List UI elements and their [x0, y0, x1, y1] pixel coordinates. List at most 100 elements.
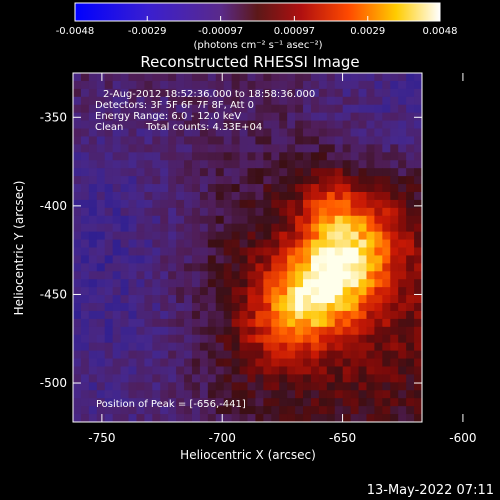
heatmap-cell: [406, 271, 415, 280]
heatmap-cell: [263, 318, 272, 328]
heatmap-cell: [199, 160, 209, 169]
heatmap-cell: [120, 160, 130, 169]
heatmap-cell: [184, 318, 193, 328]
heatmap-cell: [80, 112, 90, 122]
y-axis-label: Heliocentric Y (arcsec): [12, 181, 26, 316]
heatmap-cell: [223, 382, 233, 391]
heatmap-cell: [310, 80, 320, 90]
heatmap-cell: [414, 191, 422, 201]
heatmap-cell: [318, 398, 328, 407]
colorbar: [74, 2, 441, 22]
heatmap-cell: [366, 215, 376, 225]
heatmap-cell: [136, 168, 145, 177]
heatmap-cell: [342, 199, 352, 209]
heatmap-cell: [152, 120, 161, 130]
heatmap-cell: [279, 287, 288, 296]
heatmap-cell: [88, 160, 98, 169]
heatmap-cell: [382, 73, 391, 82]
heatmap-cell: [342, 374, 352, 383]
heatmap-cell: [184, 176, 193, 185]
heatmap-cell: [96, 271, 106, 280]
heatmap-cell: [390, 295, 399, 304]
heatmap-cell: [295, 96, 304, 106]
heatmap-cell: [199, 350, 209, 360]
heatmap-cell: [247, 334, 257, 344]
heatmap-cell: [144, 215, 153, 225]
heatmap-cell: [334, 390, 344, 399]
heatmap-cell: [382, 231, 391, 241]
heatmap-cell: [128, 326, 138, 336]
heatmap-cell: [263, 295, 272, 304]
heatmap-cell: [342, 152, 352, 161]
heatmap-cell: [215, 342, 225, 352]
heatmap-cell: [73, 104, 82, 114]
heatmap-cell: [152, 199, 161, 209]
heatmap-cell: [358, 104, 368, 114]
heatmap-cell: [152, 398, 161, 407]
heatmap-cell: [231, 112, 241, 122]
heatmap-cell: [382, 104, 391, 114]
heatmap-cell: [398, 152, 407, 161]
heatmap-cell: [358, 231, 368, 241]
heatmap-cell: [73, 128, 82, 138]
heatmap-cell: [215, 358, 225, 368]
heatmap-cell: [96, 152, 106, 161]
heatmap-cell: [120, 374, 130, 383]
heatmap-cell: [326, 215, 336, 225]
heatmap-cell: [160, 88, 169, 98]
heatmap-cell: [287, 358, 296, 368]
heatmap-cell: [303, 112, 312, 122]
heatmap-cell: [263, 310, 272, 320]
heatmap-cell: [168, 223, 177, 233]
heatmap-cell: [310, 136, 320, 145]
heatmap-cell: [80, 168, 90, 177]
heatmap-cell: [176, 231, 185, 241]
heatmap-cell: [231, 215, 241, 225]
heatmap-cell: [271, 136, 280, 145]
heatmap-cell: [382, 390, 391, 399]
heatmap-cell: [334, 207, 344, 217]
heatmap-cell: [184, 310, 193, 320]
heatmap-cell: [88, 176, 98, 185]
heatmap-cell: [152, 88, 161, 98]
heatmap-cell: [199, 207, 209, 217]
heatmap-cell: [112, 255, 122, 264]
heatmap-cell: [96, 303, 106, 312]
heatmap-cell: [374, 88, 383, 98]
heatmap-cell: [303, 191, 312, 201]
heatmap-cell: [120, 358, 130, 368]
heatmap-cell: [398, 271, 407, 280]
heatmap-cell: [191, 80, 201, 90]
heatmap-cell: [318, 390, 328, 399]
heatmap-cell: [231, 73, 241, 82]
heatmap-cell: [215, 136, 225, 145]
heatmap-cell: [199, 390, 209, 399]
heatmap-cell: [88, 128, 98, 138]
heatmap-cell: [207, 263, 217, 272]
heatmap-cell: [358, 398, 368, 407]
heatmap-cell: [406, 207, 415, 217]
heatmap-cell: [80, 231, 90, 241]
heatmap-cell: [96, 136, 106, 145]
heatmap-cell: [406, 215, 415, 225]
heatmap-cell: [414, 358, 422, 368]
heatmap-cell: [295, 199, 304, 209]
heatmap-cell: [390, 184, 399, 193]
annotation-time-range: 2-Aug-2012 18:52:36.000 to 18:58:36.000: [103, 89, 315, 100]
heatmap-cell: [366, 144, 376, 153]
heatmap-cell: [406, 152, 415, 161]
heatmap-cell: [390, 271, 399, 280]
heatmap-cell: [398, 279, 407, 288]
heatmap-cell: [255, 414, 264, 422]
heatmap-cell: [334, 120, 344, 130]
heatmap-cell: [136, 255, 145, 264]
heatmap-cell: [160, 295, 169, 304]
heatmap-cell: [136, 310, 145, 320]
heatmap-cell: [374, 73, 383, 82]
heatmap-cell: [207, 128, 217, 138]
heatmap-cell: [152, 215, 161, 225]
heatmap-cell: [295, 144, 304, 153]
heatmap-cell: [104, 191, 114, 201]
heatmap-cell: [303, 279, 312, 288]
heatmap-cell: [310, 374, 320, 383]
